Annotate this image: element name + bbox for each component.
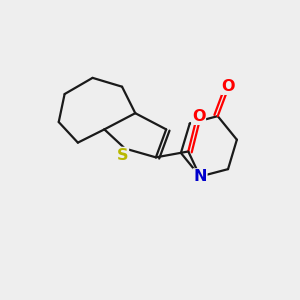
Text: O: O: [192, 109, 205, 124]
Text: N: N: [193, 169, 207, 184]
Text: O: O: [221, 79, 235, 94]
Text: S: S: [117, 148, 128, 163]
